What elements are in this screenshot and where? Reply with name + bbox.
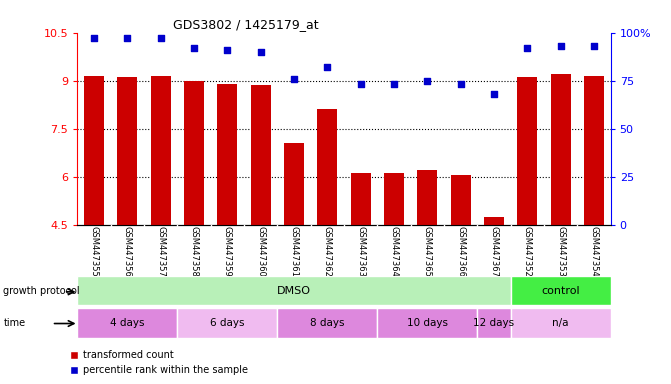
Point bbox=[322, 64, 333, 70]
Text: GSM447355: GSM447355 bbox=[89, 226, 99, 277]
Text: 4 days: 4 days bbox=[110, 318, 144, 328]
Text: GSM447352: GSM447352 bbox=[523, 226, 531, 277]
Bar bbox=[517, 78, 537, 225]
Bar bbox=[511, 308, 611, 338]
Point bbox=[455, 81, 466, 88]
Text: GSM447366: GSM447366 bbox=[456, 226, 465, 277]
Text: 10 days: 10 days bbox=[407, 318, 448, 328]
Text: GSM447363: GSM447363 bbox=[356, 226, 365, 277]
Text: DMSO: DMSO bbox=[277, 286, 311, 296]
Bar bbox=[77, 308, 177, 338]
Bar bbox=[217, 84, 238, 225]
Bar bbox=[484, 217, 504, 225]
Point bbox=[355, 81, 366, 88]
Point bbox=[588, 43, 599, 49]
Bar bbox=[177, 308, 277, 338]
Text: GSM447367: GSM447367 bbox=[489, 226, 499, 277]
Point bbox=[122, 35, 133, 41]
Text: GSM447357: GSM447357 bbox=[156, 226, 165, 277]
Text: control: control bbox=[541, 286, 580, 296]
Point bbox=[255, 49, 266, 55]
Text: GSM447361: GSM447361 bbox=[289, 226, 299, 277]
Bar bbox=[377, 308, 477, 338]
Text: time: time bbox=[3, 318, 25, 328]
Bar bbox=[511, 276, 611, 305]
Legend: transformed count, percentile rank within the sample: transformed count, percentile rank withi… bbox=[65, 346, 252, 379]
Text: GSM447356: GSM447356 bbox=[123, 226, 132, 277]
Text: GSM447354: GSM447354 bbox=[589, 226, 599, 277]
Text: growth protocol: growth protocol bbox=[3, 286, 80, 296]
Bar bbox=[150, 76, 170, 225]
Text: GSM447364: GSM447364 bbox=[389, 226, 399, 277]
Point bbox=[222, 47, 233, 53]
Point bbox=[488, 91, 499, 97]
Bar bbox=[477, 308, 511, 338]
Bar bbox=[417, 170, 437, 225]
Text: GSM447362: GSM447362 bbox=[323, 226, 331, 277]
Text: GSM447359: GSM447359 bbox=[223, 226, 231, 277]
Point bbox=[189, 45, 199, 51]
Bar bbox=[84, 76, 104, 225]
Text: 12 days: 12 days bbox=[473, 318, 515, 328]
Bar bbox=[350, 174, 370, 225]
Point bbox=[422, 78, 433, 84]
Text: GDS3802 / 1425179_at: GDS3802 / 1425179_at bbox=[173, 18, 319, 31]
Point bbox=[522, 45, 533, 51]
Bar bbox=[184, 81, 204, 225]
Point bbox=[89, 35, 99, 41]
Bar bbox=[117, 78, 137, 225]
Bar bbox=[277, 308, 377, 338]
Point bbox=[389, 81, 399, 88]
Text: GSM447365: GSM447365 bbox=[423, 226, 431, 277]
Bar bbox=[284, 143, 304, 225]
Text: GSM447353: GSM447353 bbox=[556, 226, 565, 277]
Bar bbox=[551, 74, 570, 225]
Point bbox=[289, 76, 299, 82]
Text: GSM447360: GSM447360 bbox=[256, 226, 265, 277]
Point bbox=[555, 43, 566, 49]
Text: n/a: n/a bbox=[552, 318, 569, 328]
Text: GSM447358: GSM447358 bbox=[189, 226, 199, 277]
Text: 8 days: 8 days bbox=[310, 318, 344, 328]
Text: 6 days: 6 days bbox=[210, 318, 244, 328]
Point bbox=[155, 35, 166, 41]
Bar bbox=[384, 174, 404, 225]
Bar bbox=[250, 86, 270, 225]
Bar bbox=[77, 276, 511, 305]
Bar bbox=[451, 175, 470, 225]
Bar bbox=[584, 76, 604, 225]
Bar bbox=[317, 109, 338, 225]
